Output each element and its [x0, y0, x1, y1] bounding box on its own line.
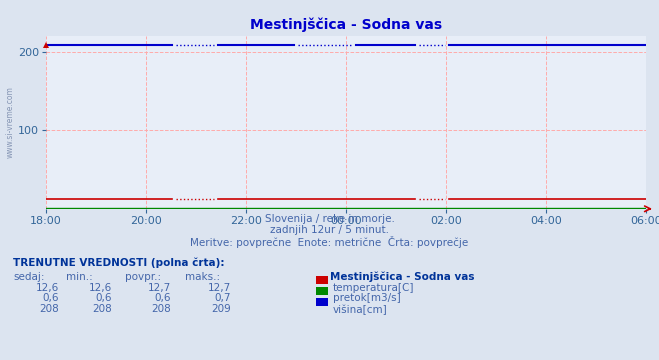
Text: povpr.:: povpr.:	[125, 272, 161, 282]
Text: maks.:: maks.:	[185, 272, 219, 282]
Text: 208: 208	[92, 304, 112, 314]
Text: www.si-vreme.com: www.si-vreme.com	[5, 86, 14, 158]
Text: 208: 208	[40, 304, 59, 314]
Text: Mestinjščica - Sodna vas: Mestinjščica - Sodna vas	[330, 272, 474, 282]
Text: min.:: min.:	[66, 272, 93, 282]
Text: Slovenija / reke in morje.: Slovenija / reke in morje.	[264, 214, 395, 224]
Text: pretok[m3/s]: pretok[m3/s]	[333, 293, 401, 303]
Text: 0,7: 0,7	[214, 293, 231, 303]
Text: 0,6: 0,6	[43, 293, 59, 303]
Text: 209: 209	[211, 304, 231, 314]
Text: 12,7: 12,7	[208, 283, 231, 293]
Text: 0,6: 0,6	[155, 293, 171, 303]
Text: 12,7: 12,7	[148, 283, 171, 293]
Text: 12,6: 12,6	[36, 283, 59, 293]
Text: 0,6: 0,6	[96, 293, 112, 303]
Text: Meritve: povprečne  Enote: metrične  Črta: povprečje: Meritve: povprečne Enote: metrične Črta:…	[190, 236, 469, 248]
Text: temperatura[C]: temperatura[C]	[333, 283, 415, 293]
Text: zadnjih 12ur / 5 minut.: zadnjih 12ur / 5 minut.	[270, 225, 389, 235]
Text: 208: 208	[152, 304, 171, 314]
Title: Mestinjščica - Sodna vas: Mestinjščica - Sodna vas	[250, 18, 442, 32]
Text: višina[cm]: višina[cm]	[333, 304, 387, 315]
Text: sedaj:: sedaj:	[13, 272, 45, 282]
Text: TRENUTNE VREDNOSTI (polna črta):: TRENUTNE VREDNOSTI (polna črta):	[13, 257, 225, 268]
Text: 12,6: 12,6	[89, 283, 112, 293]
